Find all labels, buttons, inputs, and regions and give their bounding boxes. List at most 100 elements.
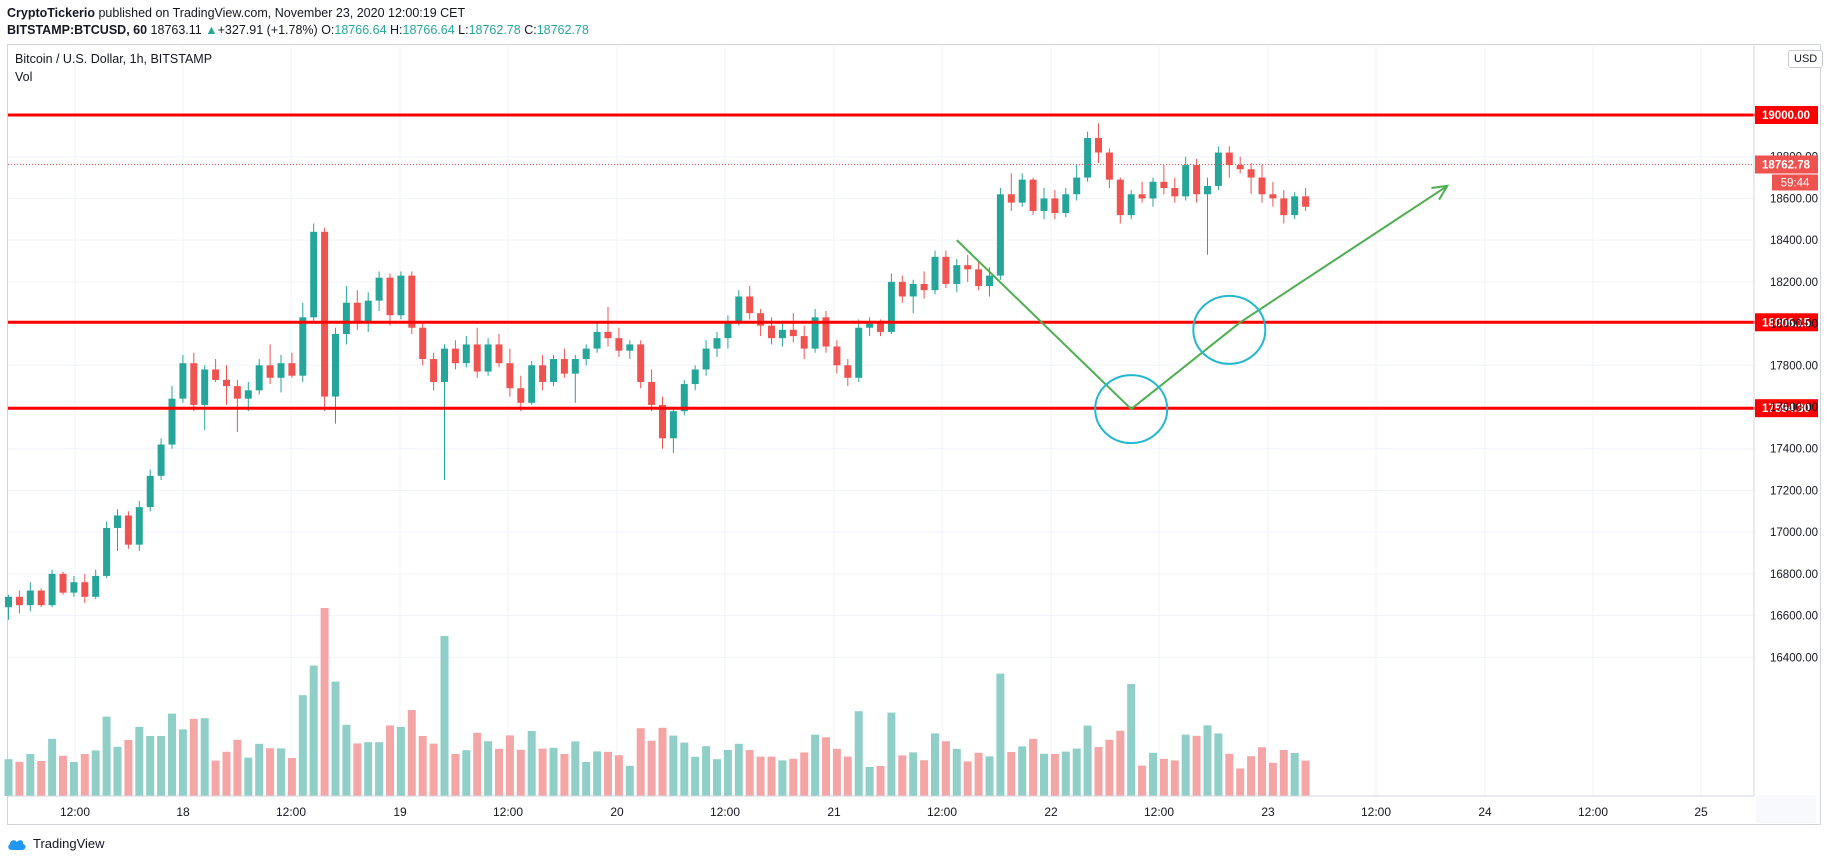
time-tick-label: 22 [1044,805,1058,819]
volume-bar [26,754,35,796]
time-tick-label: 12:00 [60,805,90,819]
volume-bar [80,754,89,796]
volume-bar [538,748,547,796]
price-tick-label: 17000.00 [1770,527,1818,539]
volume-bar [1018,746,1027,796]
volume-bar [723,750,732,796]
volume-bar [745,750,754,796]
volume-bar [1040,753,1048,796]
current-price-label: 18762.78 [1762,159,1811,171]
price-tick-label: 16800.00 [1770,569,1818,581]
price-tick-label: 17800.00 [1770,360,1818,372]
currency-button[interactable]: USD [1788,50,1824,68]
volume-bar [69,762,78,796]
volume-bar [811,734,820,796]
grid-lines [8,45,1754,796]
candle-body [484,344,492,372]
chart-frame[interactable] [7,44,1821,825]
volume-bar [756,756,765,796]
candle-body [81,582,89,597]
volume-bar [1290,753,1299,796]
price-axis: 19000.00 18006.15 17594.30 16400.00 16600.00… [1753,45,1818,796]
candle-body [48,573,56,606]
candle-body [800,336,808,349]
volume-bar [560,754,569,796]
highlight-circle [1192,294,1267,365]
level-price-label: 19000.00 [1762,110,1810,122]
candle-body [855,327,863,378]
candle-body [702,348,710,370]
candle-body [550,359,557,382]
candle-body [604,331,612,339]
time-tick-label: 12:00 [710,805,740,819]
volume-bar [277,748,285,796]
volume-bar [1170,760,1179,796]
candle-body [1225,152,1233,166]
tradingview-logo[interactable]: TradingView [7,836,105,851]
candle-body [223,379,230,387]
volume-bar [658,727,667,796]
volume-bar [59,755,67,796]
high-value: 18766.64 [402,23,455,37]
volume-bar [625,765,634,796]
candle-body [539,365,547,382]
volume-bar [876,766,885,796]
volume-bar [157,736,166,796]
time-tick-label: 12:00 [1144,805,1174,819]
volume-bar [1007,752,1016,796]
volume-bar [680,742,689,796]
price-tick-label: 18000.00 [1770,319,1818,331]
candle-body [451,348,459,364]
countdown-label: 59:44 [1781,177,1810,189]
author-name[interactable]: CryptoTickerio [7,6,95,20]
volume-bar [963,761,972,796]
volume-bar [1247,756,1256,796]
volume-bar [931,733,939,796]
low-value: 18762.78 [468,23,521,37]
candle-body [953,265,961,284]
volume-bar [778,760,787,796]
volume-bar [1268,762,1277,796]
volume-bar [255,743,264,796]
volume-bar [691,756,700,796]
candle-body [517,388,525,403]
volume-bar [996,673,1005,796]
candle-body [659,404,666,439]
volume-bar [266,748,275,796]
candle-body [495,344,503,364]
candle-body [1171,188,1179,197]
candle-body [593,331,601,349]
up-arrow-icon: ▲ [205,23,218,37]
volume-bar [189,718,198,796]
volume-bar [767,756,776,796]
price-tick-label: 16400.00 [1770,652,1818,664]
volume-bar [407,710,416,796]
volume-bar [516,749,525,796]
candle-body [844,365,852,378]
volume-bar [91,750,100,796]
volume-bar [331,681,340,796]
volume-bar [375,742,384,796]
candle-body [615,338,623,351]
volume-bar [168,713,176,796]
candle-body [135,507,143,545]
candle-body [1084,137,1092,178]
time-tick-label: 21 [827,805,841,819]
high-label: H: [390,23,403,37]
candle-body [1095,137,1102,153]
volume-bar [909,752,918,796]
volume-bar [1094,747,1103,796]
volume-bar [353,743,362,796]
volume-bar [1149,752,1157,796]
time-tick-label: 23 [1261,805,1275,819]
volume-bar [462,750,471,796]
volume-bar [418,736,427,796]
candle-body [1269,194,1277,199]
current-price-tag [1755,155,1818,174]
volume-bar [854,711,863,796]
level-price-tag [1755,106,1818,124]
candle-body [288,363,296,376]
volume-bar [484,741,493,796]
volume-bar [386,725,394,796]
